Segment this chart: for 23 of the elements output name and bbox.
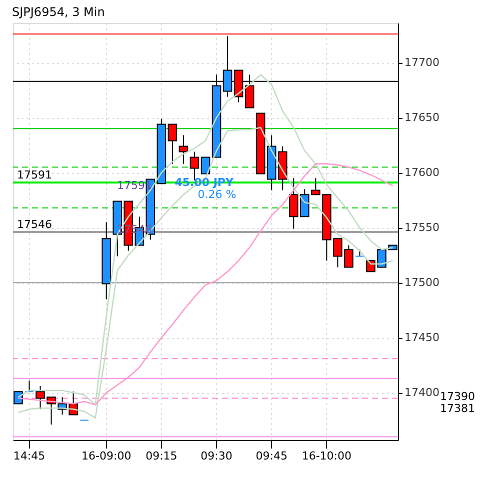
annotation: 17546 (116, 222, 152, 236)
ref-line-label: 17546 (17, 218, 52, 232)
y-tick-label: 17550 (404, 221, 440, 234)
y-tick-label: 17500 (404, 276, 440, 290)
y-tick-label: 17650 (404, 111, 440, 124)
x-tick-label: 09:15 (146, 450, 178, 462)
y-tick-label: 17600 (404, 166, 440, 180)
annotation: 0.26 % (198, 188, 236, 201)
candlestick (178, 134, 188, 164)
text: 17390 (440, 390, 475, 403)
x-tick-label: 16-09:00 (82, 450, 132, 462)
chart-title: SJPJ6954, 3 Min (12, 5, 105, 19)
y-tick-label: 17450 (404, 331, 440, 344)
y-tick-label: 17400 (404, 386, 440, 400)
text: 17381 (440, 402, 475, 415)
x-tick-label: 14:45 (13, 450, 46, 462)
x-tick-label: 09:30 (200, 450, 232, 462)
candlestick (168, 124, 178, 164)
candlestick (200, 156, 210, 174)
y-tick-label: 17700 (404, 56, 440, 70)
x-tick-label: 09:45 (256, 450, 288, 462)
ref-line-label: 17591 (17, 168, 52, 182)
x-tick-label: 16-10:00 (302, 450, 352, 462)
